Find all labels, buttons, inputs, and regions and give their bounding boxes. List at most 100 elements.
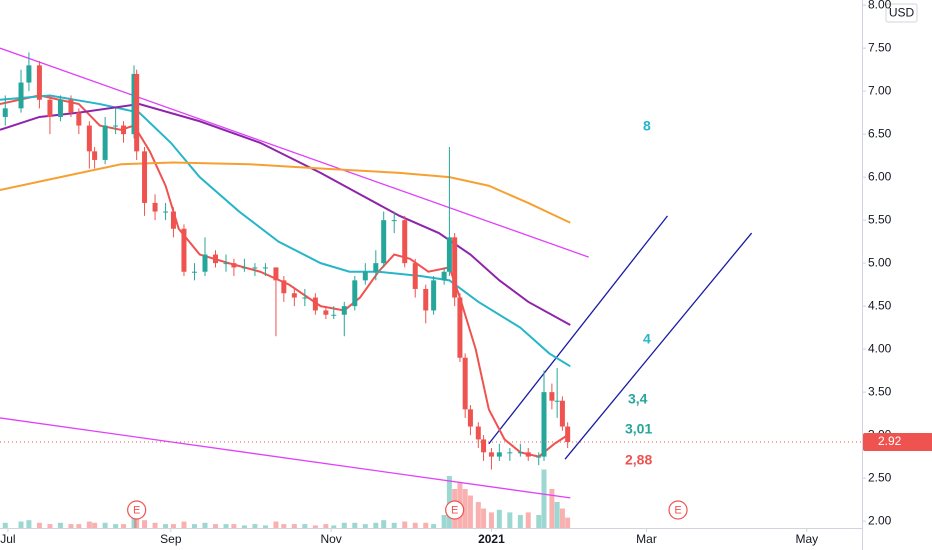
volume-bar xyxy=(391,522,397,528)
candle-body xyxy=(362,271,368,281)
volume-bar xyxy=(507,512,513,528)
volume-bar xyxy=(152,522,158,528)
volume-bar xyxy=(536,515,542,528)
volume-bar xyxy=(202,522,208,528)
x-tick-label: Mar xyxy=(636,532,657,546)
earnings-label[interactable]: E xyxy=(674,504,681,516)
candle-body xyxy=(481,439,487,453)
candle-body xyxy=(47,99,53,117)
volume-bar xyxy=(134,518,140,528)
x-tick-label: Sep xyxy=(160,532,182,546)
volume-bar xyxy=(431,524,437,528)
volume-bar xyxy=(163,524,169,528)
volume-bar xyxy=(281,524,287,528)
currency-box[interactable] xyxy=(885,3,918,23)
y-tick-label: 7.50 xyxy=(868,40,892,54)
candle-body xyxy=(76,112,82,126)
volume-bar xyxy=(113,524,119,528)
candle-body xyxy=(26,65,32,83)
candle-body xyxy=(373,263,379,272)
y-tick-label: 7.00 xyxy=(868,83,892,97)
candle-body xyxy=(152,202,158,212)
last-price-label: 2.92 xyxy=(878,434,902,448)
candle-body xyxy=(559,400,565,427)
volume-bar xyxy=(412,522,418,528)
earnings-label[interactable]: E xyxy=(451,504,458,516)
candle-body xyxy=(423,288,429,311)
candle-body xyxy=(431,280,437,311)
candle-body xyxy=(223,263,229,265)
volume-bar xyxy=(381,520,387,528)
candle-body xyxy=(86,125,92,152)
moving-average xyxy=(0,94,571,368)
volume-bar xyxy=(241,525,247,528)
annotation: 3,4 xyxy=(628,391,648,407)
volume-bar xyxy=(26,520,32,528)
y-tick-label: 3.50 xyxy=(868,384,892,398)
volume-bar xyxy=(223,524,229,528)
x-tick-label: 2021 xyxy=(478,532,505,546)
trend-line xyxy=(0,417,571,499)
candle-body xyxy=(331,314,337,316)
annotation: 2,88 xyxy=(625,452,652,468)
candle-body xyxy=(452,237,458,298)
volume-bar xyxy=(191,524,197,528)
currency-label: USD xyxy=(889,6,915,20)
earnings-label[interactable]: E xyxy=(133,504,140,516)
candle-body xyxy=(57,99,63,117)
volume-bar xyxy=(373,522,379,528)
candle-body xyxy=(241,267,247,269)
volume-bar xyxy=(341,522,347,528)
candle-body xyxy=(291,293,297,298)
candle-body xyxy=(181,228,187,272)
volume-bar xyxy=(181,521,187,528)
volume-bar xyxy=(312,525,318,528)
candle-body xyxy=(412,263,418,289)
volume-bar xyxy=(331,525,337,528)
volume-bar xyxy=(525,512,531,528)
candle-body xyxy=(36,65,42,100)
volume-bar xyxy=(142,520,148,528)
candle-body xyxy=(462,357,468,410)
candle-body xyxy=(262,267,268,269)
earnings-marker[interactable] xyxy=(445,500,465,520)
volume-bar xyxy=(467,495,473,528)
candle-body xyxy=(302,297,308,299)
candle-body xyxy=(488,452,494,457)
trend-line xyxy=(564,232,753,460)
y-tick-label: 5.50 xyxy=(868,212,892,226)
x-tick-label: May xyxy=(795,532,818,546)
moving-average xyxy=(0,161,571,224)
earnings-marker[interactable] xyxy=(127,500,147,520)
volume-bar xyxy=(323,524,329,528)
candle-body xyxy=(467,409,473,427)
moving-average xyxy=(0,103,571,326)
volume-bar xyxy=(273,521,279,528)
volume-bar xyxy=(302,524,308,528)
candle-body xyxy=(2,108,8,117)
volume-bar xyxy=(18,521,24,528)
volume-bar xyxy=(565,517,571,528)
x-tick-label: Jul xyxy=(0,532,15,546)
volume-bar xyxy=(496,509,502,528)
candle-body xyxy=(191,271,197,273)
candle-body xyxy=(381,220,387,264)
volume-bar xyxy=(231,524,237,528)
candle-body xyxy=(391,220,397,222)
earnings-marker[interactable] xyxy=(668,500,688,520)
trend-line xyxy=(488,215,669,445)
volume-bar xyxy=(92,522,98,528)
candle-body xyxy=(273,267,279,281)
candle-body xyxy=(281,280,287,294)
candle-body xyxy=(231,263,237,268)
candle-body xyxy=(131,73,137,135)
candle-body xyxy=(549,392,555,401)
volume-bar xyxy=(488,512,494,528)
y-tick-label: 5.00 xyxy=(868,255,892,269)
volume-bar xyxy=(121,524,127,528)
annotation: 8 xyxy=(643,118,651,134)
volume-bar xyxy=(481,508,487,528)
volume-bar xyxy=(441,515,447,528)
candle-body xyxy=(402,220,408,264)
